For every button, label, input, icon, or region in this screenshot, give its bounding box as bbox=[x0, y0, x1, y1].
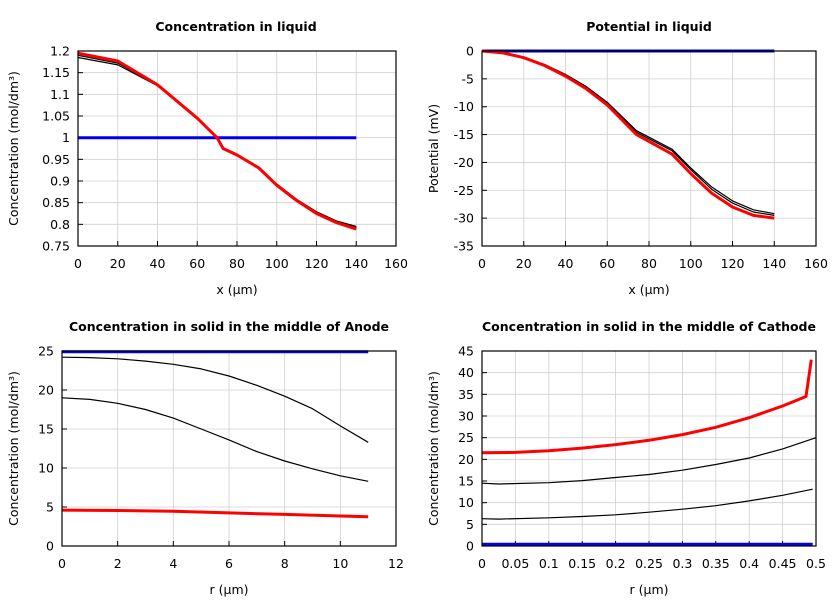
x-tick-label: 0.3 bbox=[672, 556, 692, 571]
y-tick-label: 20 bbox=[38, 383, 54, 398]
y-tick-label: 0.8 bbox=[50, 217, 70, 232]
x-tick-label: 120 bbox=[721, 256, 745, 271]
chart-title: Concentration in solid in the middle of … bbox=[69, 319, 389, 334]
plot-frame bbox=[61, 350, 397, 547]
y-tick-label: -30 bbox=[454, 211, 474, 226]
plot-frame bbox=[481, 350, 817, 547]
x-tick-label: 0.25 bbox=[635, 556, 663, 571]
x-tick-label: 40 bbox=[558, 256, 574, 271]
y-tick-label: 25 bbox=[38, 344, 54, 359]
series-line-red-4 bbox=[77, 51, 357, 231]
x-tick-label: 100 bbox=[679, 256, 703, 271]
x-tick-label: 160 bbox=[384, 256, 408, 271]
y-tick-label: 0.95 bbox=[42, 152, 70, 167]
x-tick-label: 0 bbox=[58, 556, 66, 571]
y-tick-label: 25 bbox=[458, 430, 474, 445]
y-tick-label: 1.05 bbox=[42, 109, 70, 124]
x-tick-label: 4 bbox=[169, 556, 177, 571]
x-tick-label: 0 bbox=[478, 256, 486, 271]
x-tick-label: 12 bbox=[388, 556, 404, 571]
x-tick-label: 8 bbox=[281, 556, 289, 571]
y-tick-label: 10 bbox=[458, 495, 474, 510]
series-line-red-4 bbox=[481, 49, 775, 220]
x-tick-label: 0.2 bbox=[606, 556, 626, 571]
x-axis-label: r (µm) bbox=[630, 582, 669, 597]
x-tick-label: 100 bbox=[265, 256, 289, 271]
x-tick-label: 80 bbox=[641, 256, 657, 271]
x-tick-label: 6 bbox=[225, 556, 233, 571]
y-tick-label: 40 bbox=[458, 365, 474, 380]
x-tick-label: 0.35 bbox=[702, 556, 730, 571]
series-line-red-4 bbox=[481, 359, 813, 455]
y-tick-label: -35 bbox=[454, 239, 474, 254]
series-line-black-2 bbox=[481, 488, 813, 520]
x-tick-label: 20 bbox=[110, 256, 126, 271]
y-tick-label: 20 bbox=[458, 452, 474, 467]
y-axis-label: Potential (mV) bbox=[426, 104, 441, 193]
x-tick-label: 0 bbox=[74, 256, 82, 271]
y-tick-label: 0.85 bbox=[42, 195, 70, 210]
y-tick-label: 45 bbox=[458, 344, 474, 359]
chart-title: Concentration in liquid bbox=[155, 19, 316, 34]
y-tick-label: 15 bbox=[38, 422, 54, 437]
x-tick-label: 0.1 bbox=[539, 556, 559, 571]
y-tick-label: 1.15 bbox=[42, 65, 70, 80]
subplot-4: 0 0.05 0.1 0.15 0.2 0.25 0.3 0.35 0.4 0.45 0.5 0 5 10… bbox=[426, 319, 826, 597]
series-line-black-3 bbox=[481, 437, 817, 485]
x-tick-label: 2 bbox=[114, 556, 122, 571]
chart-title: Concentration in solid in the middle of … bbox=[482, 319, 816, 334]
series-line-red-4 bbox=[61, 508, 369, 519]
y-tick-label: 30 bbox=[458, 409, 474, 424]
x-axis-label: x (µm) bbox=[216, 282, 257, 297]
y-tick-label: -20 bbox=[454, 155, 474, 170]
y-tick-label: 0 bbox=[466, 44, 474, 59]
subplot-1: 0 20 40 60 80 100 120 140 160 0.75 0.8 0.85 0.9 0.95 1… bbox=[6, 19, 408, 297]
y-tick-label: -10 bbox=[454, 99, 474, 114]
x-tick-label: 120 bbox=[305, 256, 329, 271]
x-tick-label: 20 bbox=[516, 256, 532, 271]
plot-frame bbox=[77, 50, 397, 247]
x-tick-label: 40 bbox=[150, 256, 166, 271]
x-tick-label: 0.05 bbox=[501, 556, 529, 571]
x-axis-label: x (µm) bbox=[628, 282, 669, 297]
x-tick-label: 60 bbox=[599, 256, 615, 271]
y-tick-label: 0.9 bbox=[50, 174, 70, 189]
chart-title: Potential in liquid bbox=[586, 19, 712, 34]
y-tick-label: 15 bbox=[458, 474, 474, 489]
x-tick-label: 0.4 bbox=[739, 556, 759, 571]
y-axis-label: Concentration (mol/dm³) bbox=[426, 371, 441, 526]
x-tick-label: 0.5 bbox=[806, 556, 826, 571]
y-tick-label: 1.2 bbox=[50, 44, 70, 59]
series-line-black-2 bbox=[61, 356, 369, 443]
subplot-2: 0 20 40 60 80 100 120 140 160 -35 -30 -25 -20 -15 -10 -… bbox=[426, 19, 828, 297]
x-tick-label: 60 bbox=[189, 256, 205, 271]
y-tick-label: 1 bbox=[62, 130, 70, 145]
y-axis-label: Concentration (mol/dm³) bbox=[6, 371, 21, 526]
y-tick-label: 5 bbox=[466, 517, 474, 532]
x-tick-label: 0.45 bbox=[769, 556, 797, 571]
y-tick-label: 0 bbox=[466, 539, 474, 554]
y-tick-label: 0 bbox=[46, 539, 54, 554]
x-tick-label: 0 bbox=[478, 556, 486, 571]
y-tick-label: 10 bbox=[38, 461, 54, 476]
x-tick-label: 80 bbox=[229, 256, 245, 271]
plot-frame bbox=[481, 50, 817, 247]
y-tick-label: 5 bbox=[46, 500, 54, 515]
x-tick-label: 160 bbox=[804, 256, 828, 271]
y-tick-label: 0.75 bbox=[42, 239, 70, 254]
x-tick-label: 10 bbox=[332, 556, 348, 571]
y-tick-label: -5 bbox=[462, 71, 474, 86]
y-tick-label: 1.1 bbox=[50, 87, 70, 102]
x-tick-label: 0.15 bbox=[568, 556, 596, 571]
x-tick-label: 140 bbox=[344, 256, 368, 271]
subplot-3: 0 2 4 6 8 10 12 0 5 10 15 20 25 Concentration in soli… bbox=[6, 319, 404, 597]
y-axis-label: Concentration (mol/dm³) bbox=[6, 71, 21, 226]
x-axis-label: r (µm) bbox=[210, 582, 249, 597]
y-tick-label: -15 bbox=[454, 127, 474, 142]
series-line-black-3 bbox=[61, 397, 369, 482]
x-tick-label: 140 bbox=[762, 256, 786, 271]
y-tick-label: 35 bbox=[458, 387, 474, 402]
y-tick-label: -25 bbox=[454, 183, 474, 198]
